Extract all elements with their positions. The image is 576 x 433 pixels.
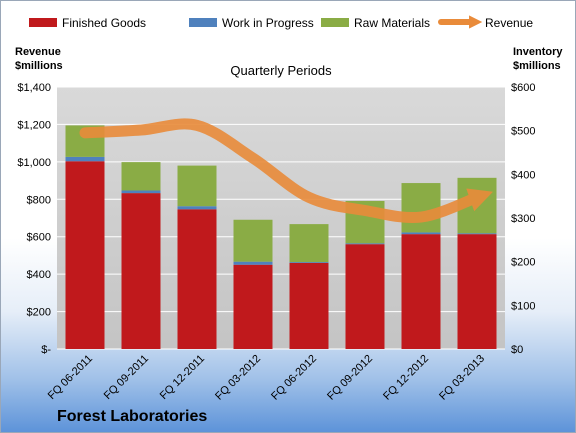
legend-label-revenue: Revenue — [485, 16, 533, 30]
x-axis-ticks: FQ 06-2011 FQ 09-2011 FQ 12-2011 FQ 03-2012… — [46, 353, 487, 403]
bar-finished-goods — [233, 264, 273, 349]
revenue-line-group — [79, 118, 493, 224]
left-axis-title-line1: Revenue — [15, 46, 61, 58]
x-tick-label: FQ 12-2012 — [381, 353, 431, 403]
right-tick-label: $500 — [511, 126, 535, 138]
bar-raw-materials — [177, 165, 217, 207]
x-tick-label: FQ 06-2011 — [46, 353, 95, 402]
bar-finished-goods — [345, 244, 385, 349]
left-tick-label: $200 — [27, 307, 51, 319]
left-axis-ticks: $- $200 $400 $600 $800 $1,000 $1,200 $1,400 — [17, 82, 51, 356]
chart-title: Quarterly Periods — [230, 63, 332, 78]
right-tick-label: $300 — [511, 213, 535, 225]
bar-work-in-progress — [457, 233, 497, 235]
legend-swatch-finished-goods — [29, 18, 57, 27]
x-tick-label: FQ 09-2011 — [102, 353, 151, 402]
right-tick-label: $100 — [511, 300, 535, 312]
bar-finished-goods — [121, 193, 161, 349]
bar-raw-materials — [289, 224, 329, 263]
right-axis-title-line1: Inventory — [513, 46, 563, 58]
x-tick-label: FQ 06-2012 — [269, 353, 319, 403]
right-tick-label: $200 — [511, 257, 535, 269]
x-tick-label: FQ 09-2012 — [325, 353, 375, 403]
legend-label-work-in-progress: Work in Progress — [222, 16, 314, 30]
bar-finished-goods — [177, 209, 217, 349]
left-tick-label: $600 — [27, 232, 51, 244]
bar-work-in-progress — [289, 262, 329, 263]
left-tick-label: $1,400 — [17, 82, 51, 94]
legend: Finished Goods Work in Progress Raw Materi… — [29, 15, 533, 30]
company-name: Forest Laboratories — [57, 408, 207, 425]
x-tick-label: FQ 03-2013 — [437, 353, 487, 403]
bar-finished-goods — [457, 234, 497, 349]
revenue-line — [79, 118, 493, 224]
x-tick-label: FQ 12-2011 — [158, 353, 207, 402]
left-tick-label: $- — [41, 344, 51, 356]
legend-swatch-raw-materials — [321, 18, 349, 27]
left-axis-title-line2: $millions — [15, 60, 63, 72]
bar-finished-goods — [401, 234, 441, 349]
right-tick-label: $0 — [511, 344, 523, 356]
legend-label-raw-materials: Raw Materials — [354, 16, 430, 30]
right-axis-ticks: $0 $100 $200 $300 $400 $500 $600 — [511, 82, 535, 356]
left-tick-label: $800 — [27, 194, 51, 206]
bar-work-in-progress — [233, 261, 273, 265]
bar-work-in-progress — [401, 232, 441, 235]
left-tick-label: $1,000 — [17, 157, 51, 169]
bar-finished-goods — [289, 262, 329, 349]
bar-raw-materials — [121, 162, 161, 191]
bar-raw-materials — [233, 219, 273, 262]
left-tick-label: $400 — [27, 269, 51, 281]
bar-work-in-progress — [65, 156, 105, 162]
bar-raw-materials — [401, 183, 441, 233]
right-axis-title-line2: $millions — [513, 60, 561, 72]
left-tick-label: $1,200 — [17, 119, 51, 131]
bar-work-in-progress — [177, 206, 217, 210]
legend-label-finished-goods: Finished Goods — [62, 16, 146, 30]
bar-work-in-progress — [121, 190, 161, 194]
x-tick-label: FQ 03-2012 — [213, 353, 263, 403]
legend-swatch-work-in-progress — [189, 18, 217, 27]
right-tick-label: $600 — [511, 82, 535, 94]
bar-finished-goods — [65, 161, 105, 349]
right-tick-label: $400 — [511, 169, 535, 181]
bar-work-in-progress — [345, 243, 385, 245]
